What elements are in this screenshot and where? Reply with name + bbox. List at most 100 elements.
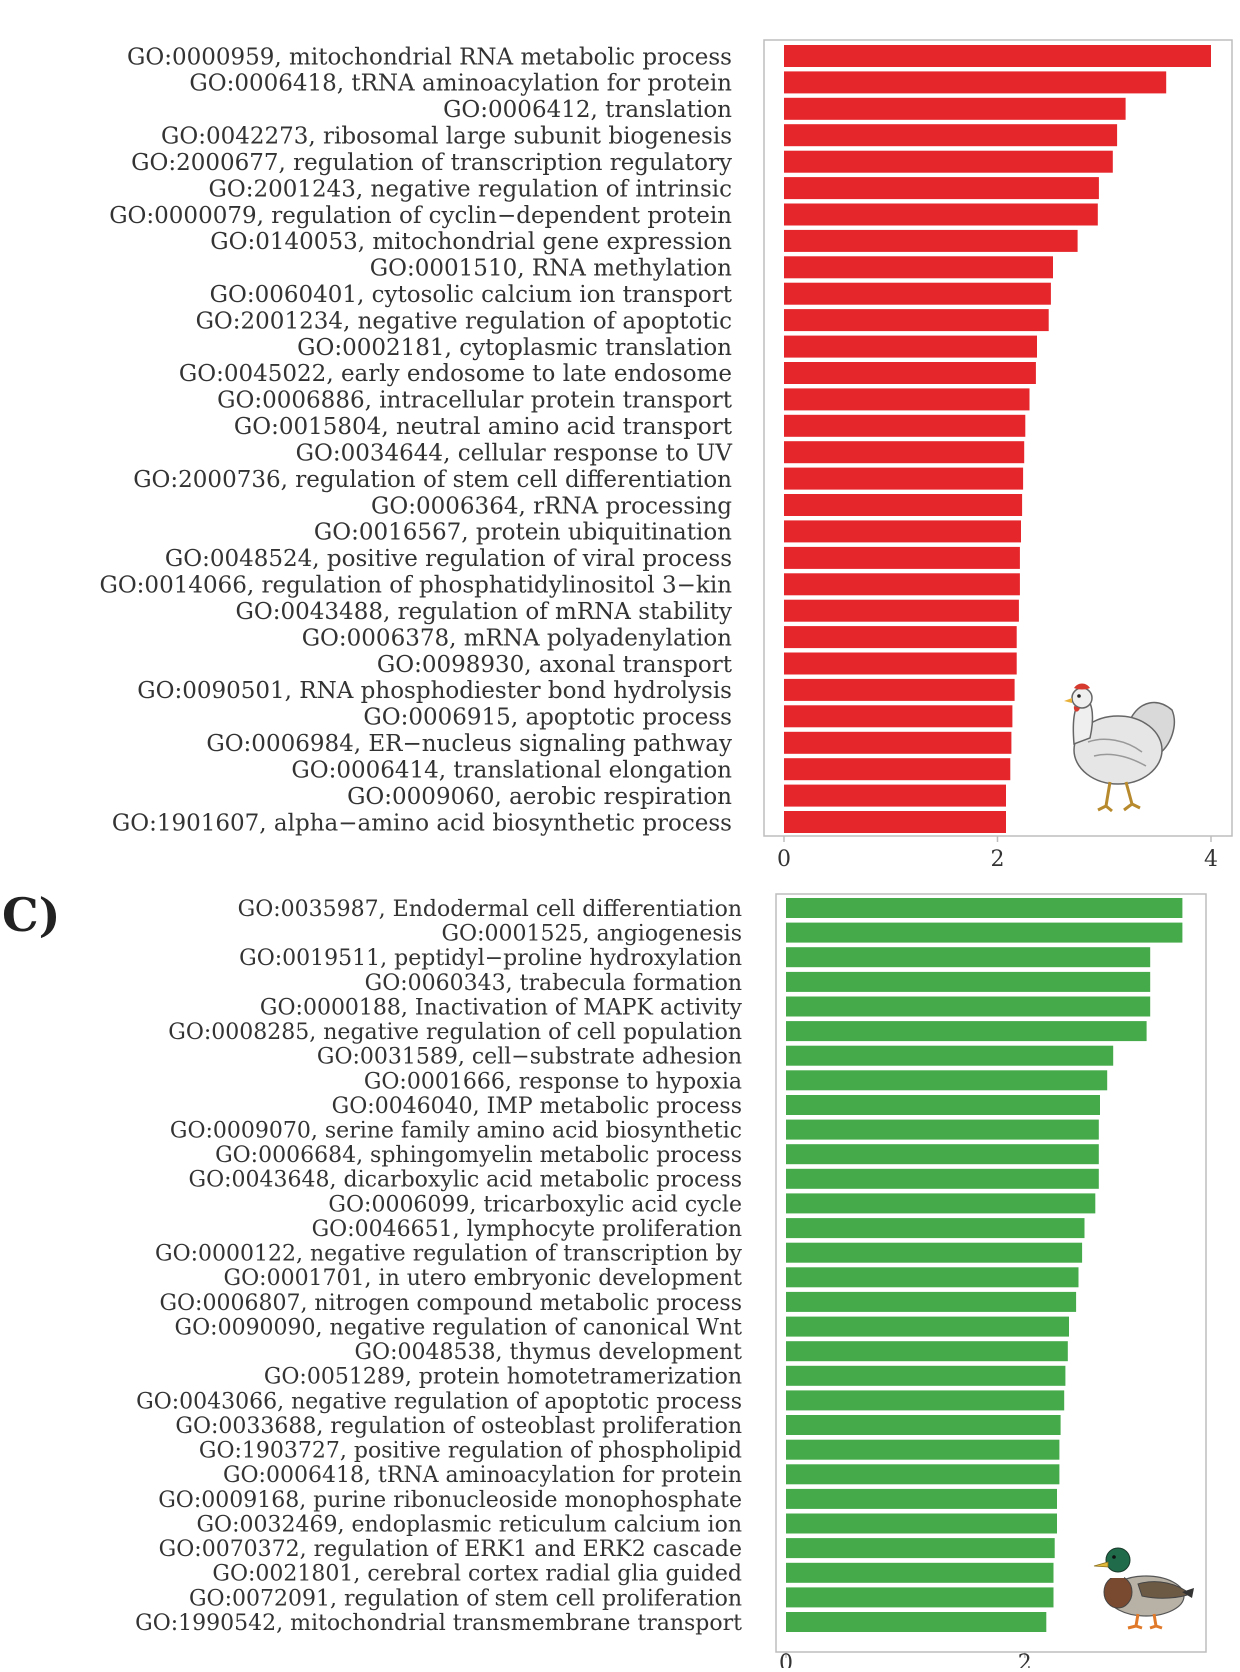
chart-duck-go-enrichment: GO:0035987, Endodermal cell differentiat…	[0, 880, 1240, 1672]
chart-duck-svg: GO:0035987, Endodermal cell differentiat…	[135, 893, 1207, 1672]
chicken-category-label: GO:0009060, aerobic respiration	[347, 784, 732, 810]
chicken-category-label: GO:0034644, cellular response to UV	[296, 441, 733, 467]
chicken-category-label: GO:0006984, ER−nucleus signaling pathway	[206, 731, 732, 757]
chicken-bar	[784, 811, 1006, 833]
duck-bar	[786, 1144, 1099, 1165]
chicken-bar	[784, 177, 1099, 200]
chicken-bar	[784, 282, 1051, 305]
duck-category-label: GO:0035987, Endodermal cell differentiat…	[238, 897, 742, 922]
duck-bar	[786, 1218, 1085, 1239]
duck-category-label: GO:0006099, tricarboxylic acid cycle	[328, 1192, 742, 1217]
chicken-bar	[784, 784, 1006, 807]
duck-category-label: GO:0031589, cell−substrate adhesion	[317, 1045, 742, 1070]
duck-bar	[786, 1439, 1060, 1460]
chicken-bar	[784, 441, 1025, 464]
chicken-bar	[784, 203, 1098, 226]
duck-category-label: GO:0072091, regulation of stem cell prol…	[189, 1586, 742, 1611]
duck-bar	[786, 1513, 1057, 1534]
chicken-category-label: GO:0002181, cytoplasmic translation	[297, 335, 732, 361]
chicken-bar	[784, 546, 1020, 569]
duck-bar	[786, 922, 1183, 943]
chicken-tick-label: 0	[777, 847, 791, 872]
chicken-category-label: GO:0006414, translational elongation	[291, 758, 732, 784]
duck-category-label: GO:0033688, regulation of osteoblast pro…	[175, 1414, 742, 1439]
chicken-bar	[784, 599, 1019, 622]
duck-bar	[786, 1316, 1069, 1337]
chicken-bar	[784, 71, 1167, 94]
chicken-bar	[784, 335, 1037, 358]
duck-bar	[786, 1168, 1099, 1189]
chicken-bar	[784, 362, 1036, 384]
chicken-bar	[784, 229, 1078, 252]
chicken-category-label: GO:1901607, alpha−amino acid biosyntheti…	[112, 810, 732, 836]
duck-bar	[786, 1119, 1099, 1140]
chicken-bar	[784, 256, 1053, 279]
chicken-category-label: GO:0014066, regulation of phosphatidylin…	[99, 573, 732, 599]
duck-category-label: GO:1903727, positive regulation of phosp…	[199, 1439, 742, 1464]
duck-category-label: GO:0032469, endoplasmic reticulum calciu…	[196, 1512, 742, 1537]
duck-category-label: GO:0021801, cerebral cortex radial glia …	[212, 1562, 742, 1587]
duck-bar	[786, 1464, 1060, 1485]
duck-bar	[786, 971, 1151, 992]
duck-category-label: GO:0060343, trabecula formation	[365, 971, 742, 996]
duck-category-label: GO:0046040, IMP metabolic process	[332, 1094, 742, 1119]
duck-bar	[786, 1267, 1079, 1288]
chicken-category-label: GO:0090501, RNA phosphodiester bond hydr…	[137, 678, 732, 704]
duck-bar	[786, 1538, 1055, 1559]
duck-category-label: GO:0070372, regulation of ERK1 and ERK2 …	[159, 1537, 742, 1562]
duck-bar	[786, 947, 1151, 968]
chicken-category-label: GO:0043488, regulation of mRNA stability	[236, 599, 732, 625]
chicken-bar	[784, 150, 1113, 173]
duck-bar	[786, 1193, 1096, 1214]
chicken-bar	[784, 652, 1017, 675]
chicken-category-label: GO:0006378, mRNA polyadenylation	[302, 625, 732, 651]
chicken-bar	[784, 626, 1017, 649]
chicken-bar	[784, 705, 1013, 728]
chicken-bar	[784, 309, 1049, 332]
duck-category-label: GO:0009070, serine family amino acid bio…	[170, 1119, 742, 1144]
duck-category-label: GO:0000122, negative regulation of trans…	[155, 1242, 743, 1267]
duck-category-label: GO:1990542, mitochondrial transmembrane …	[135, 1611, 742, 1636]
duck-bar	[786, 1291, 1077, 1312]
duck-bar	[786, 898, 1183, 918]
duck-bar	[786, 1488, 1057, 1509]
chicken-bar	[784, 414, 1026, 437]
duck-category-label: GO:0043066, negative regulation of apopt…	[136, 1389, 742, 1414]
chicken-category-label: GO:0006364, rRNA processing	[371, 493, 732, 519]
duck-bar	[786, 1242, 1083, 1263]
chicken-bar	[784, 388, 1030, 411]
chicken-category-label: GO:2001234, negative regulation of apopt…	[196, 308, 732, 334]
chicken-bar	[784, 520, 1021, 543]
duck-bar	[786, 1341, 1068, 1362]
duck-bar	[786, 1390, 1065, 1411]
chart-chicken-go-enrichment: GO:0000959, mitochondrial RNA metabolic …	[99, 39, 1233, 872]
duck-bar	[786, 1415, 1061, 1435]
chicken-category-label: GO:0060401, cytosolic calcium ion transp…	[210, 282, 733, 308]
chicken-bar	[784, 731, 1012, 754]
chicken-bar	[784, 97, 1126, 120]
chicken-category-label: GO:0098930, axonal transport	[377, 652, 733, 678]
chicken-category-label: GO:0000079, regulation of cyclin−depende…	[109, 203, 732, 229]
chicken-bar	[784, 45, 1211, 67]
duck-category-label: GO:0051289, protein homotetramerization	[264, 1365, 742, 1390]
chicken-bar	[784, 124, 1118, 147]
duck-category-label: GO:0006684, sphingomyelin metabolic proc…	[215, 1143, 742, 1168]
duck-bar	[786, 996, 1151, 1017]
chicken-category-label: GO:0006418, tRNA aminoacylation for prot…	[189, 71, 732, 97]
chicken-category-label: GO:2000677, regulation of transcription …	[131, 150, 732, 176]
duck-category-label: GO:0001525, angiogenesis	[441, 922, 742, 947]
chicken-category-label: GO:2001243, negative regulation of intri…	[209, 176, 732, 202]
chicken-category-label: GO:0000959, mitochondrial RNA metabolic …	[127, 44, 732, 70]
duck-category-label: GO:0009168, purine ribonucleoside monoph…	[158, 1488, 742, 1513]
chicken-bar	[784, 494, 1023, 516]
chicken-bar	[784, 758, 1011, 781]
chicken-category-label: GO:0016567, protein ubiquitination	[314, 520, 732, 546]
duck-tick-label: 0	[779, 1651, 793, 1668]
chicken-category-label: GO:0006915, apoptotic process	[363, 705, 732, 731]
duck-category-label: GO:0001666, response to hypoxia	[364, 1069, 742, 1094]
chicken-bar	[784, 573, 1020, 596]
duck-category-label: GO:0019511, peptidyl−proline hydroxylati…	[239, 946, 742, 971]
duck-bar	[786, 1070, 1108, 1091]
chicken-category-label: GO:0140053, mitochondrial gene expressio…	[210, 229, 732, 255]
duck-bar	[786, 1612, 1047, 1632]
